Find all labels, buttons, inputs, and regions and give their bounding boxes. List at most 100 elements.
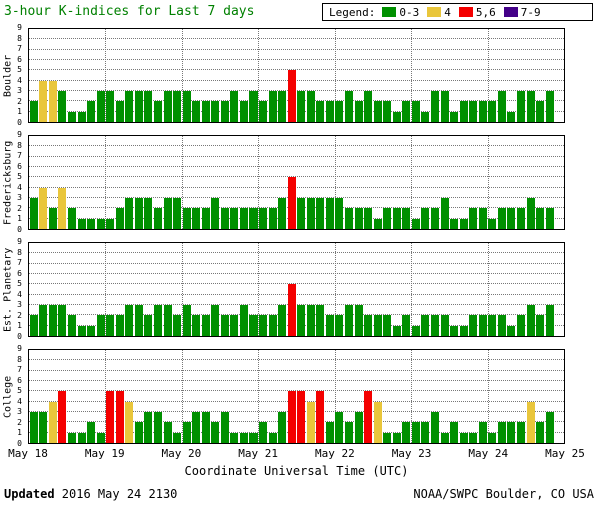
h-gridline bbox=[29, 262, 564, 264]
k-index-bar bbox=[39, 305, 48, 336]
y-tick-label: 7 bbox=[17, 151, 22, 161]
k-index-bar bbox=[488, 101, 497, 122]
k-index-bar bbox=[268, 91, 277, 122]
plot-area-est-planetary bbox=[28, 242, 565, 337]
h-gridline bbox=[29, 390, 564, 392]
k-index-bar bbox=[58, 91, 67, 122]
k-index-bar bbox=[153, 208, 162, 229]
h-gridline bbox=[29, 155, 564, 157]
k-index-bar bbox=[230, 208, 239, 229]
k-index-bar bbox=[364, 208, 373, 229]
k-index-bar bbox=[287, 284, 296, 336]
v-gridline bbox=[181, 243, 183, 336]
k-index-bar bbox=[516, 315, 525, 336]
k-index-bar bbox=[497, 422, 506, 443]
k-index-bar bbox=[125, 198, 134, 229]
k-index-bar bbox=[488, 432, 497, 443]
k-index-bar bbox=[29, 315, 38, 336]
k-index-bar bbox=[163, 198, 172, 229]
k-index-bar bbox=[67, 111, 76, 122]
k-index-bar bbox=[134, 422, 143, 443]
k-index-bar bbox=[259, 315, 268, 336]
k-index-bar bbox=[201, 101, 210, 122]
v-gridline bbox=[411, 243, 413, 336]
x-tick-label: May 20 bbox=[161, 447, 202, 460]
k-index-bar bbox=[77, 111, 86, 122]
x-tick-label: May 19 bbox=[84, 447, 125, 460]
k-index-bar bbox=[354, 412, 363, 443]
y-tick-label: 7 bbox=[17, 365, 22, 375]
k-index-bar bbox=[287, 391, 296, 443]
y-tick-label: 0 bbox=[17, 118, 22, 127]
k-index-bar bbox=[39, 80, 48, 122]
k-index-bar bbox=[526, 401, 535, 443]
h-gridline bbox=[29, 176, 564, 178]
h-gridline bbox=[29, 380, 564, 381]
h-gridline bbox=[29, 304, 564, 305]
y-tick-label: 0 bbox=[17, 332, 22, 341]
y-tick-label: 5 bbox=[17, 65, 22, 75]
k-index-bar bbox=[249, 91, 258, 122]
k-index-bar bbox=[450, 422, 459, 443]
y-tick-label: 8 bbox=[17, 140, 22, 150]
y-tick-label: 1 bbox=[17, 321, 22, 331]
x-tick-label: May 25 bbox=[545, 447, 585, 460]
k-index-bar bbox=[220, 412, 229, 443]
k-index-bar bbox=[278, 305, 287, 336]
k-index-bar bbox=[373, 218, 382, 229]
v-gridline bbox=[105, 29, 107, 122]
k-index-bar bbox=[115, 391, 124, 443]
h-gridline bbox=[29, 411, 564, 412]
legend-item-5-6: 5,6 bbox=[458, 6, 496, 19]
k-index-bar bbox=[239, 305, 248, 336]
h-gridline bbox=[29, 431, 564, 433]
h-gridline bbox=[29, 369, 564, 371]
k-index-bar bbox=[67, 432, 76, 443]
k-index-bar bbox=[345, 305, 354, 336]
legend-item-0-3: 0-3 bbox=[382, 6, 419, 19]
k-index-bar bbox=[325, 315, 334, 336]
k-index-bar bbox=[192, 208, 201, 229]
k-index-bar bbox=[335, 315, 344, 336]
k-index-bar bbox=[411, 422, 420, 443]
h-gridline bbox=[29, 400, 564, 402]
y-tick-label: 8 bbox=[17, 33, 22, 43]
x-tick-label: May 22 bbox=[314, 447, 355, 460]
h-gridline bbox=[29, 110, 564, 112]
y-tick-label: 4 bbox=[17, 289, 22, 299]
h-gridline bbox=[29, 273, 564, 274]
k-index-bar bbox=[259, 422, 268, 443]
k-index-bar bbox=[58, 305, 67, 336]
k-index-bar bbox=[58, 187, 67, 229]
y-tick-label: 9 bbox=[17, 344, 22, 353]
k-index-bar bbox=[392, 325, 401, 336]
k-index-bar bbox=[421, 111, 430, 122]
k-index-bar bbox=[144, 91, 153, 122]
k-index-bar bbox=[431, 208, 440, 229]
k-index-bar bbox=[87, 422, 96, 443]
k-index-bar bbox=[182, 422, 191, 443]
k-index-bar bbox=[211, 101, 220, 122]
k-index-bar bbox=[297, 91, 306, 122]
k-index-bar bbox=[431, 412, 440, 443]
k-index-bar bbox=[192, 101, 201, 122]
k-index-bar bbox=[450, 111, 459, 122]
k-index-bar bbox=[411, 325, 420, 336]
k-index-bar bbox=[201, 412, 210, 443]
k-index-bar bbox=[39, 187, 48, 229]
k-index-bar bbox=[507, 422, 516, 443]
k-index-bar bbox=[325, 101, 334, 122]
k-index-bar bbox=[96, 432, 105, 443]
k-index-bar bbox=[392, 432, 401, 443]
k-index-bar bbox=[335, 412, 344, 443]
k-index-bar bbox=[211, 422, 220, 443]
k-index-bar bbox=[488, 315, 497, 336]
h-gridline bbox=[29, 314, 564, 316]
k-index-bar bbox=[77, 218, 86, 229]
k-index-bar bbox=[87, 218, 96, 229]
k-index-bar bbox=[115, 315, 124, 336]
y-tick-label: 8 bbox=[17, 247, 22, 257]
k-index-bar bbox=[48, 208, 57, 229]
